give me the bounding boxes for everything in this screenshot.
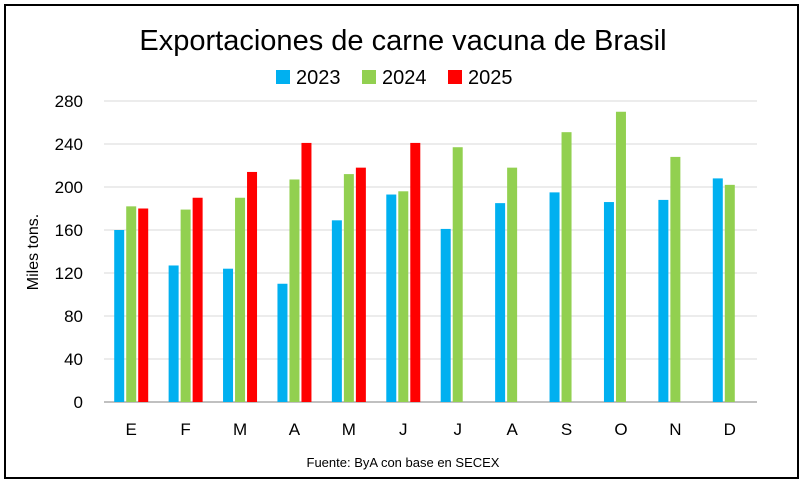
bar-2024: [561, 132, 572, 403]
y-axis-ticks: 0 40 80 120 160 200 240 280: [55, 92, 83, 412]
legend-swatch-2025: [448, 70, 462, 84]
x-category-label: O: [614, 420, 627, 439]
y-tick-label: 200: [55, 178, 83, 197]
x-category-label: E: [126, 420, 137, 439]
legend-label: 2024: [382, 67, 427, 89]
x-category-label: S: [561, 420, 572, 439]
bar-2023: [658, 199, 669, 402]
x-category-label: F: [180, 420, 190, 439]
bar-2024: [289, 179, 300, 402]
bar-2023: [712, 178, 723, 402]
y-axis-label: Miles tons.: [25, 214, 42, 290]
legend: 2023 2024 2025: [276, 67, 513, 89]
bar-2024: [343, 174, 354, 402]
bar-2024: [398, 191, 409, 402]
legend-label: 2023: [296, 67, 341, 89]
bar-2023: [549, 192, 560, 402]
bar-2024: [126, 206, 137, 402]
gridlines: [104, 100, 757, 403]
x-category-label: D: [724, 420, 736, 439]
bar-2023: [277, 283, 288, 402]
bar-2024: [615, 111, 626, 402]
x-category-label: A: [289, 420, 301, 439]
bar-2023: [223, 268, 234, 402]
legend-swatch-2023: [276, 70, 290, 84]
bar-2023: [168, 265, 179, 402]
x-category-label: J: [399, 420, 408, 439]
y-tick-label: 80: [64, 307, 83, 326]
bar-2024: [670, 156, 681, 402]
bar-2025: [355, 167, 366, 402]
y-tick-label: 160: [55, 221, 83, 240]
chart-title: Exportaciones de carne vacuna de Brasil: [139, 25, 666, 57]
bar-2025: [192, 197, 203, 402]
bar-2023: [440, 228, 451, 402]
bar-2023: [114, 230, 125, 402]
bar-2023: [386, 194, 397, 402]
bar-2024: [452, 147, 463, 402]
legend-swatch-2024: [362, 70, 376, 84]
y-tick-label: 40: [64, 350, 83, 369]
x-category-label: J: [453, 420, 462, 439]
x-category-label: M: [342, 420, 356, 439]
bar-2025: [247, 171, 258, 402]
bar-2025: [138, 208, 149, 402]
bar-2024: [180, 209, 191, 402]
x-category-label: M: [233, 420, 247, 439]
bar-2023: [331, 220, 342, 402]
y-tick-label: 240: [55, 135, 83, 154]
bar-2023: [603, 202, 614, 402]
bar-2025: [301, 142, 312, 403]
legend-label: 2025: [468, 67, 513, 89]
bar-2023: [495, 203, 506, 402]
bar-2024: [235, 197, 246, 402]
source-note: Fuente: ByA con base en SECEX: [307, 455, 500, 470]
x-category-label: N: [669, 420, 681, 439]
y-tick-label: 280: [55, 92, 83, 111]
bar-2025: [410, 142, 421, 403]
bar-2024: [724, 184, 735, 402]
y-tick-label: 0: [74, 393, 83, 412]
bar-2024: [507, 167, 518, 402]
x-category-label: A: [506, 420, 518, 439]
bars: [114, 111, 735, 403]
y-tick-label: 120: [55, 264, 83, 283]
